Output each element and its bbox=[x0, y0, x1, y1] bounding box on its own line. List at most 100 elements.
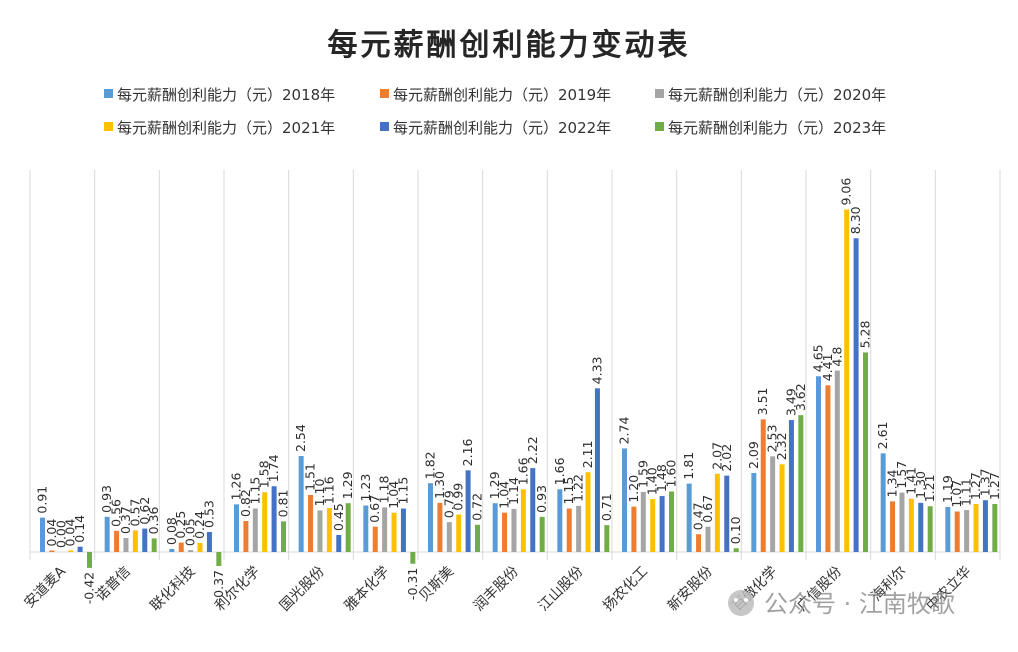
data-label: 1.57 bbox=[894, 461, 909, 489]
bar bbox=[557, 489, 563, 552]
data-label: 4.41 bbox=[820, 353, 835, 381]
bar bbox=[437, 502, 443, 552]
bar bbox=[317, 510, 323, 552]
legend-swatch bbox=[380, 122, 389, 131]
legend-label: 每元薪酬创利能力（元）2023年 bbox=[668, 119, 886, 137]
legend-label: 每元薪酬创利能力（元）2021年 bbox=[117, 119, 335, 137]
bar bbox=[973, 503, 979, 552]
bar bbox=[502, 512, 508, 552]
wechat-icon-eye-left bbox=[734, 598, 738, 602]
legend: 每元薪酬创利能力（元）2018年 每元薪酬创利能力（元）2019年 每元薪酬创利能力… bbox=[104, 86, 886, 137]
legend-label: 每元薪酬创利能力（元）2022年 bbox=[393, 119, 611, 137]
data-label: 2.16 bbox=[460, 438, 475, 466]
data-label: 1.04 bbox=[497, 481, 512, 509]
data-label: 1.41 bbox=[903, 467, 918, 495]
wechat-icon-eye-right bbox=[744, 598, 748, 602]
bar bbox=[216, 552, 222, 566]
data-label: 1.59 bbox=[635, 460, 650, 488]
bar bbox=[520, 489, 526, 552]
data-label: 0.25 bbox=[173, 511, 188, 539]
bar bbox=[400, 508, 406, 552]
bar bbox=[40, 517, 45, 552]
data-label: 0.36 bbox=[146, 507, 161, 535]
bar bbox=[465, 470, 471, 552]
bar bbox=[492, 503, 498, 552]
data-label: 1.60 bbox=[664, 460, 679, 488]
bar bbox=[281, 521, 286, 552]
bar bbox=[104, 516, 110, 552]
data-label: 1.18 bbox=[377, 476, 392, 504]
bar bbox=[714, 473, 720, 552]
bar bbox=[539, 516, 545, 552]
bar bbox=[604, 525, 610, 552]
bar bbox=[640, 491, 646, 552]
bar bbox=[123, 538, 129, 552]
wechat-icon bbox=[728, 590, 754, 616]
data-label: 1.15 bbox=[561, 477, 576, 505]
data-label: 1.58 bbox=[257, 460, 272, 488]
bar bbox=[705, 526, 711, 552]
bar bbox=[336, 534, 342, 552]
data-label: 4.65 bbox=[811, 344, 826, 372]
data-label: 8.30 bbox=[848, 206, 863, 234]
bar bbox=[428, 483, 433, 552]
data-label: 2.07 bbox=[709, 442, 724, 470]
data-label: 0.10 bbox=[728, 516, 743, 544]
legend-swatch bbox=[104, 122, 113, 131]
data-label: 1.48 bbox=[654, 464, 669, 492]
watermark: 公众号 · 江南牧歌 bbox=[728, 590, 955, 618]
x-tick-label: 诺普信 bbox=[93, 564, 134, 605]
data-label: 1.27 bbox=[968, 472, 983, 500]
bar-series bbox=[40, 209, 998, 568]
bar bbox=[49, 550, 55, 552]
bar bbox=[622, 448, 627, 552]
data-label: 4.33 bbox=[589, 356, 604, 384]
data-label: 2.09 bbox=[746, 441, 761, 469]
data-label: 0.14 bbox=[72, 515, 87, 543]
data-label: 1.66 bbox=[552, 457, 567, 485]
bar bbox=[650, 499, 656, 552]
chart-title: 每元薪酬创利能力变动表 bbox=[328, 28, 691, 63]
bar bbox=[816, 376, 821, 552]
data-label: -0.37 bbox=[211, 570, 226, 602]
data-label: 0.93 bbox=[534, 485, 549, 513]
data-label: 0.37 bbox=[118, 506, 133, 534]
bar bbox=[899, 492, 905, 552]
bar bbox=[696, 534, 702, 552]
bar bbox=[908, 498, 914, 552]
x-tick-label: 雅本化学 bbox=[342, 564, 393, 615]
data-label: 0.00 bbox=[53, 520, 68, 548]
bar bbox=[326, 508, 332, 552]
data-label: 1.15 bbox=[247, 477, 262, 505]
data-label: 2.61 bbox=[875, 421, 890, 449]
data-label: 0.82 bbox=[238, 489, 253, 517]
data-label: 1.30 bbox=[913, 471, 928, 499]
bar bbox=[511, 508, 517, 552]
data-label: 1.30 bbox=[432, 471, 447, 499]
bar bbox=[132, 530, 138, 552]
bar bbox=[77, 546, 83, 552]
data-label: 0.67 bbox=[367, 495, 382, 523]
bar bbox=[410, 552, 416, 564]
bar bbox=[964, 510, 970, 552]
legend-swatch bbox=[380, 89, 389, 98]
data-label: 0.56 bbox=[109, 499, 124, 527]
bar bbox=[890, 501, 896, 552]
data-label: 0.08 bbox=[164, 517, 179, 545]
data-label: 1.29 bbox=[487, 471, 502, 499]
bar bbox=[945, 507, 951, 552]
bar bbox=[252, 508, 258, 552]
bar bbox=[982, 500, 988, 552]
data-label: 1.66 bbox=[515, 457, 530, 485]
data-labels: 0.910.040.000.040.14-0.420.930.560.370.5… bbox=[35, 178, 1002, 605]
bar bbox=[382, 507, 388, 552]
bar bbox=[169, 548, 175, 552]
legend-label: 每元薪酬创利能力（元）2018年 bbox=[117, 86, 335, 104]
data-label: 1.07 bbox=[949, 480, 964, 508]
bar bbox=[844, 209, 850, 553]
bar bbox=[234, 504, 239, 552]
data-label: 2.74 bbox=[617, 417, 632, 445]
data-label: 0.93 bbox=[99, 485, 114, 513]
bar bbox=[151, 538, 157, 552]
